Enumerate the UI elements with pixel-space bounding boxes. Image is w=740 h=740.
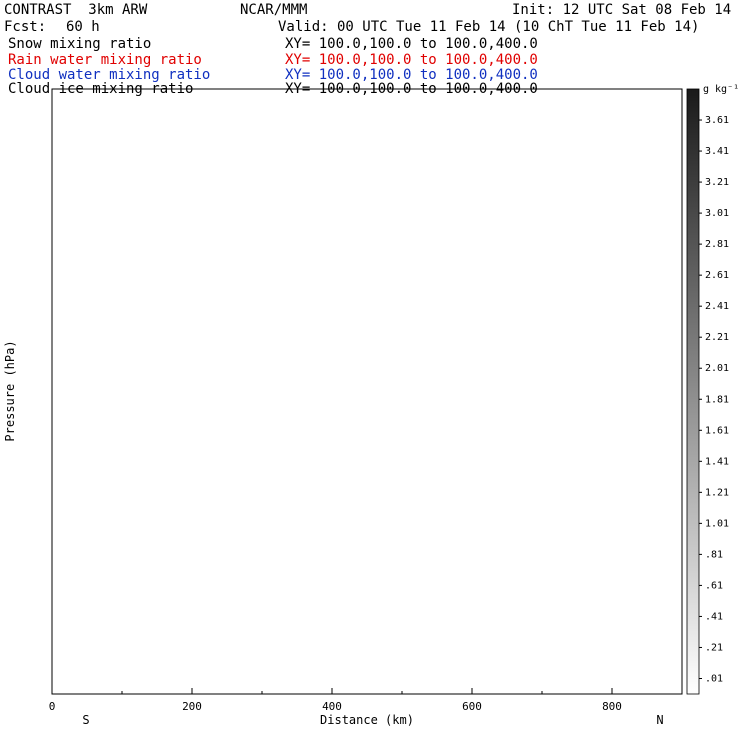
plot-frame [51,88,683,695]
colorbar-level-label: 1.61 [705,425,729,436]
y-axis-label: Pressure (hPa) [3,340,17,441]
right-end-label: N [656,713,663,727]
colorbar-level-label: 2.21 [705,332,729,343]
center-title: NCAR/MMM [240,2,308,18]
init-time: Init: 12 UTC Sat 08 Feb 14 [512,2,732,18]
colorbar-level-label: .21 [705,642,723,653]
fcst-label: Fcst: [4,19,47,35]
field-xy-rain: XY= 100.0,100.0 to 100.0,400.0 [285,52,538,68]
field-xy-snow: XY= 100.0,100.0 to 100.0,400.0 [285,36,538,52]
colorbar-level-label: 2.81 [705,239,729,250]
x-tick-label: 200 [182,700,202,713]
colorbar-level-label: 2.61 [705,270,729,281]
left-end-label: S [82,713,89,727]
colorbar-level-label: .01 [705,673,723,684]
colorbar-level-label: 1.81 [705,394,729,405]
model-title: CONTRAST 3km ARW [4,2,148,18]
colorbar-level-label: 3.21 [705,177,729,188]
colorbar-level-label: 2.01 [705,363,729,374]
field-name-snow: Snow mixing ratio [8,36,152,52]
field-name-cloud-ice: Cloud ice mixing ratio [8,81,194,97]
colorbar-level-label: .61 [705,580,723,591]
colorbar-level-label: 1.01 [705,518,729,529]
colorbar-level-label: 3.41 [705,146,729,157]
colorbar-level-label: .41 [705,611,723,622]
colorbar-level-label: 3.61 [705,115,729,126]
field-name-rain: Rain water mixing ratio [8,52,202,68]
x-tick-label: 400 [322,700,342,713]
x-tick-label: 600 [462,700,482,713]
valid-time: Valid: 00 UTC Tue 11 Feb 14 (10 ChT Tue … [278,19,700,35]
field-xy-cloud-ice: XY= 100.0,100.0 to 100.0,400.0 [285,81,538,97]
colorbar [686,88,700,695]
field-xy-cloud-water: XY= 100.0,100.0 to 100.0,400.0 [285,67,538,83]
colorbar-level-label: 1.21 [705,487,729,498]
colorbar-level-label: 3.01 [705,208,729,219]
colorbar-level-label: 2.41 [705,301,729,312]
x-axis-label: Distance (km) [320,713,414,727]
x-tick-label: 0 [49,700,56,713]
colorbar-level-label: .81 [705,549,723,560]
field-name-cloud-water: Cloud water mixing ratio [8,67,211,83]
colorbar-unit-label: g kg⁻¹ [703,84,739,95]
fcst-value: 60 h [66,19,100,35]
colorbar-level-label: 1.41 [705,456,729,467]
x-tick-label: 800 [602,700,622,713]
